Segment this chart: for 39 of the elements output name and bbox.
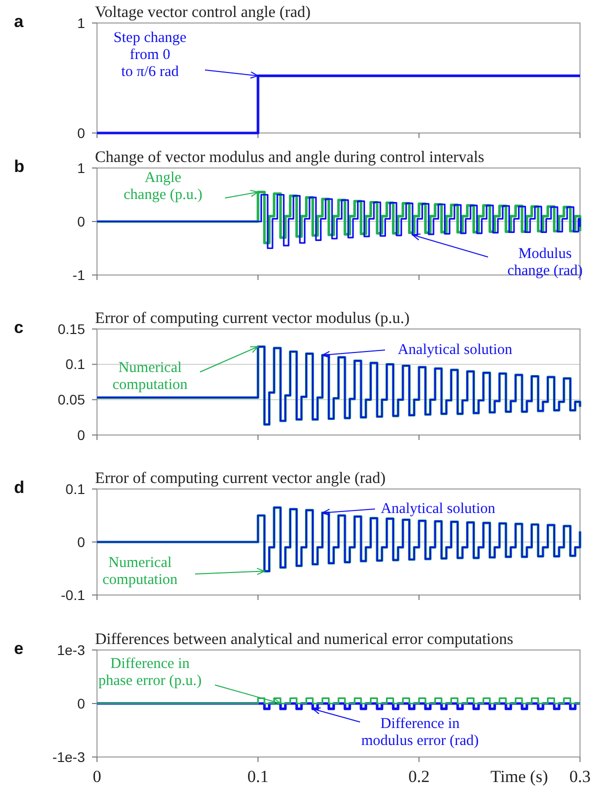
chart-title: Error of computing current vector modulus (p.u.) xyxy=(95,310,410,327)
y-tick-label: 0.1 xyxy=(66,356,86,372)
series-label: Modulus change (rad) xyxy=(507,246,583,279)
legend-label: Angle change (p.u.) xyxy=(124,170,202,203)
series-label: Numerical computation xyxy=(112,360,188,393)
y-tick-label: 0 xyxy=(77,534,86,550)
y-tick-label: 0.1 xyxy=(66,480,86,497)
chart-title: Voltage vector control angle (rad) xyxy=(95,4,311,21)
x-tick-label: 0.1 xyxy=(247,767,269,786)
y-tick-label: 1e-3 xyxy=(56,642,86,658)
chart-title: Change of vector modulus and angle during control intervals xyxy=(95,149,484,166)
text: b xyxy=(14,157,24,176)
legend-label: Analytical solution xyxy=(380,501,496,517)
x-tick-label: 0.2 xyxy=(408,767,430,786)
legend-label: Analytical solution xyxy=(398,342,513,358)
legend-label: Difference in modulus error (rad) xyxy=(361,716,479,749)
text: e xyxy=(14,639,24,658)
y-tick-label: 0 xyxy=(77,695,86,712)
text: c xyxy=(14,318,24,337)
y-tick-label: -0.1 xyxy=(60,586,86,603)
text: a xyxy=(14,12,24,31)
chart-title: Differences between analytical and numerical error computations xyxy=(95,631,514,648)
y-tick-label: 0 xyxy=(77,213,86,230)
chart-title: Error of computing current vector angle (rad) xyxy=(95,470,386,487)
x-axis-title: Time (s) xyxy=(490,767,548,786)
y-tick-label: 0.15 xyxy=(58,320,86,337)
x-tick-label: 0 xyxy=(92,767,102,786)
x-tick-label: 0.3 xyxy=(569,767,591,786)
series-label: Numerical computation xyxy=(102,555,178,588)
y-tick-label: 1 xyxy=(77,14,86,31)
annotation: Step change from 0 to π/6 rad xyxy=(114,30,187,80)
series-label: Difference in phase error (p.u.) xyxy=(98,656,202,689)
y-tick-label: -1e-3 xyxy=(52,748,86,765)
y-tick-label: -1 xyxy=(72,266,86,283)
y-tick-label: 0 xyxy=(77,426,86,443)
y-tick-label: 0.05 xyxy=(58,392,86,408)
y-tick-label: 0 xyxy=(77,124,86,141)
text: d xyxy=(14,478,24,497)
y-tick-label: 1 xyxy=(77,160,86,176)
